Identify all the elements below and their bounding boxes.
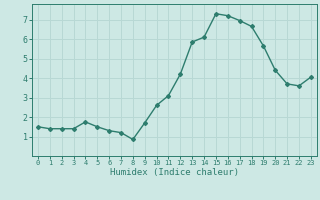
X-axis label: Humidex (Indice chaleur): Humidex (Indice chaleur): [110, 168, 239, 177]
